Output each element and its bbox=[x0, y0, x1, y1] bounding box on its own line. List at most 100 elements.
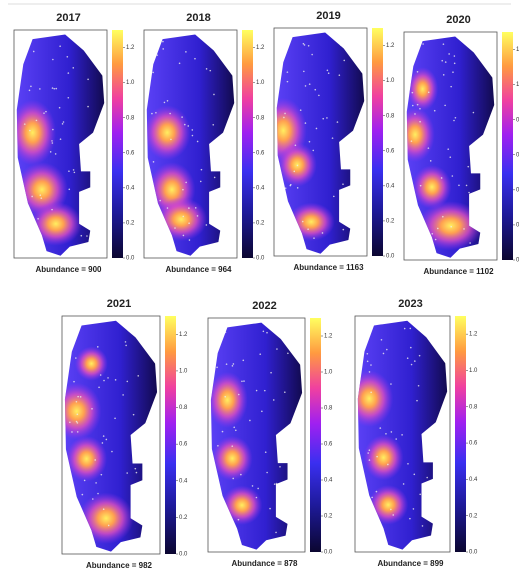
survey-point bbox=[188, 207, 190, 209]
survey-point bbox=[284, 112, 286, 115]
survey-point bbox=[213, 176, 216, 179]
survey-point bbox=[67, 72, 70, 74]
colorbar-tick-label: 1.0 bbox=[386, 78, 395, 84]
survey-point bbox=[410, 363, 413, 366]
survey-point bbox=[429, 160, 432, 162]
survey-point bbox=[407, 463, 409, 465]
survey-point bbox=[178, 62, 181, 65]
hotspots bbox=[406, 43, 484, 251]
hotspot bbox=[74, 346, 108, 381]
hotspot bbox=[406, 67, 439, 111]
survey-point bbox=[406, 357, 409, 360]
hotspot bbox=[357, 370, 394, 427]
survey-point bbox=[225, 363, 228, 365]
survey-point bbox=[417, 384, 420, 387]
survey-point bbox=[276, 348, 278, 350]
colorbar-tick-label: 1.0 bbox=[179, 369, 188, 375]
hotspot bbox=[368, 484, 409, 525]
survey-point bbox=[308, 83, 311, 85]
survey-point bbox=[231, 445, 234, 447]
survey-point bbox=[35, 119, 38, 122]
survey-point bbox=[303, 70, 305, 73]
survey-point bbox=[448, 53, 450, 55]
survey-point bbox=[59, 45, 61, 48]
survey-point bbox=[338, 74, 341, 76]
survey-point bbox=[122, 394, 124, 396]
survey-point bbox=[71, 431, 73, 433]
survey-point bbox=[262, 330, 265, 333]
survey-point bbox=[162, 48, 165, 50]
survey-point bbox=[419, 493, 421, 496]
survey-point bbox=[304, 122, 307, 124]
survey-point bbox=[251, 485, 254, 487]
survey-point bbox=[51, 142, 54, 144]
survey-point bbox=[188, 222, 190, 224]
survey-point bbox=[200, 168, 203, 171]
survey-point bbox=[233, 426, 236, 429]
hotspot bbox=[363, 434, 404, 481]
colorbar-tick-label: 0.4 bbox=[256, 185, 265, 191]
survey-point bbox=[135, 471, 138, 474]
survey-point bbox=[62, 121, 65, 123]
survey-point bbox=[72, 67, 75, 69]
survey-point bbox=[107, 377, 109, 379]
survey-point bbox=[79, 396, 82, 398]
survey-point bbox=[86, 235, 88, 237]
survey-point bbox=[307, 228, 309, 231]
survey-point bbox=[75, 357, 77, 359]
hotspot bbox=[146, 105, 191, 160]
survey-point bbox=[419, 107, 421, 110]
survey-point bbox=[80, 234, 83, 237]
colorbar-tick-label: 1.2 bbox=[516, 47, 519, 53]
survey-point bbox=[102, 508, 105, 511]
survey-point bbox=[235, 429, 237, 432]
colorbar-tick-label: 0.6 bbox=[256, 150, 265, 156]
colorbar-tick-label: 0.0 bbox=[256, 256, 265, 262]
panel-title: 2021 bbox=[107, 298, 131, 310]
survey-point bbox=[273, 483, 276, 485]
survey-point bbox=[185, 181, 187, 184]
survey-point bbox=[43, 112, 45, 114]
survey-point bbox=[465, 184, 468, 187]
survey-point bbox=[327, 72, 330, 75]
survey-point bbox=[58, 106, 61, 109]
survey-point bbox=[467, 165, 470, 168]
survey-point bbox=[450, 225, 453, 228]
colorbar-tick-label: 0.8 bbox=[469, 404, 478, 410]
colorbar-tick-label: 0.4 bbox=[126, 185, 135, 191]
survey-point bbox=[409, 517, 411, 520]
survey-point bbox=[39, 88, 41, 90]
survey-point bbox=[314, 88, 317, 91]
survey-point bbox=[155, 111, 157, 114]
survey-point bbox=[68, 188, 71, 191]
survey-point bbox=[196, 215, 199, 217]
hotspots bbox=[210, 329, 289, 537]
survey-point bbox=[401, 434, 403, 436]
survey-point bbox=[452, 71, 454, 73]
survey-point bbox=[209, 69, 212, 72]
survey-point bbox=[376, 455, 378, 458]
colorbar-tick-label: 0.6 bbox=[469, 441, 478, 447]
survey-point bbox=[436, 227, 439, 230]
survey-point bbox=[182, 234, 185, 237]
survey-point bbox=[419, 120, 421, 123]
colorbar-tick-label: 0.2 bbox=[179, 515, 188, 521]
survey-point bbox=[289, 183, 292, 186]
panel-title: 2018 bbox=[186, 12, 210, 24]
survey-point bbox=[342, 183, 344, 186]
survey-point bbox=[410, 346, 412, 349]
survey-point bbox=[453, 62, 456, 65]
survey-point bbox=[28, 89, 31, 92]
survey-point bbox=[87, 78, 89, 81]
colorbar-tick-label: 0.0 bbox=[386, 254, 395, 260]
colorbar-tick-label: 0.4 bbox=[179, 478, 188, 484]
survey-point bbox=[414, 113, 416, 115]
survey-point bbox=[321, 232, 324, 234]
survey-point bbox=[255, 496, 258, 499]
colorbar-tick-label: 0.4 bbox=[469, 477, 478, 483]
survey-point bbox=[237, 393, 240, 396]
colorbar-tick-label: 1.0 bbox=[469, 368, 478, 374]
survey-point bbox=[422, 43, 424, 45]
survey-point bbox=[458, 184, 460, 187]
survey-point bbox=[159, 199, 161, 202]
